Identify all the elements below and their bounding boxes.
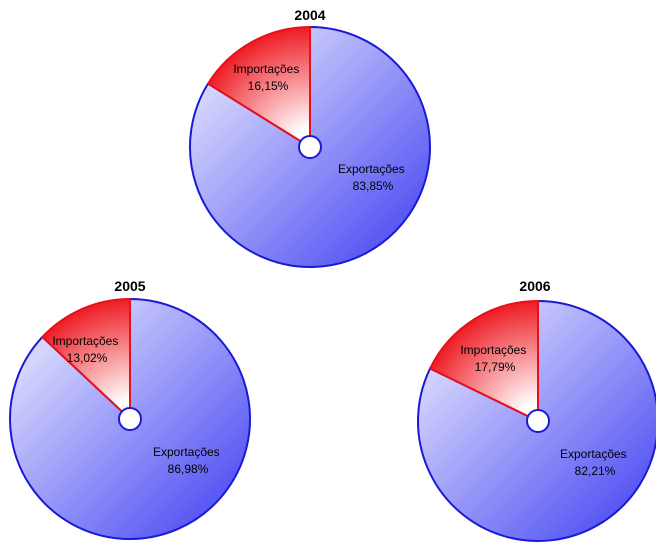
slice-label-exports-2004: Exportações 83,85% (338, 162, 408, 193)
slice-label-imports-2005: Importações 13,02% (52, 334, 121, 365)
pie-slice-imports-2006 (429, 300, 539, 422)
pie-slice-exports-2005 (9, 297, 251, 540)
slice-label-exports-2005: Exportações 86,98% (153, 445, 223, 476)
pie-title-2005: 2005 (114, 278, 145, 294)
pie-chart-2005: 2005 Exportações 86,98% Importações 13,0… (9, 278, 251, 540)
pie-center-hole-2005 (118, 407, 142, 431)
slice-label-exports-2006: Exportações 82,21% (560, 447, 630, 478)
pie-title-2004: 2004 (294, 7, 325, 23)
pie-slice-imports-2005 (41, 298, 131, 420)
pie-title-2006: 2006 (519, 278, 550, 294)
slice-label-imports-2004: Importações 16,15% (233, 62, 302, 93)
pie-center-hole-2004 (298, 135, 322, 159)
pie-chart-2006: 2006 Exportações 82,21% Importações 17,7… (417, 278, 656, 542)
pie-center-hole-2006 (526, 409, 550, 433)
pie-chart-2004: 2004 Exportações 83,85% Importações 16,1… (189, 7, 431, 268)
pie-slice-imports-2004 (207, 26, 311, 148)
slice-label-imports-2006: Importações 17,79% (460, 343, 529, 374)
